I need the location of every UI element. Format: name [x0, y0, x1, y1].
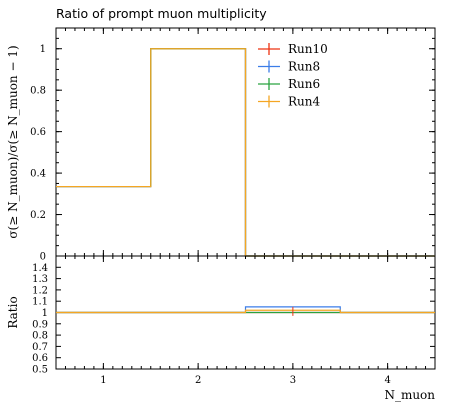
axis-labels: σ(≥ N_muon)/σ(≥ N_muon − 1) Ratio N_muon	[6, 45, 435, 402]
ratio-axis-label: Ratio	[6, 296, 20, 328]
ratio-y-tick-label: 1.3	[32, 274, 48, 285]
legend-label-run4: Run4	[288, 95, 320, 109]
ratio-y-tick-label: 1.4	[32, 263, 48, 274]
x-tick-label: 2	[195, 375, 201, 386]
x-tick-label: 3	[290, 375, 296, 386]
series-run4-line	[56, 48, 435, 257]
ratio-y-tick-label: 0.6	[32, 353, 48, 364]
y-tick-label: 0.6	[30, 127, 46, 138]
x-tick-label: 4	[384, 375, 390, 386]
ratio-run4-line	[56, 309, 435, 314]
ratio-y-tick-label: 0.9	[32, 319, 48, 330]
y-tick-label: 0	[40, 252, 46, 263]
ratio-y-tick-label: 1	[42, 308, 48, 319]
ratio-y-tick-label: 0.7	[32, 342, 48, 353]
main-panel: 0 0.2 0.4 0.6 0.8 1	[30, 27, 436, 263]
y-tick-label: 0.8	[30, 86, 46, 97]
y-tick-label: 0.2	[30, 210, 46, 221]
x-tick-label: 1	[100, 375, 106, 386]
chart-title: Ratio of prompt muon multiplicity	[56, 6, 267, 21]
ratio-y-tick-label: 0.8	[32, 331, 48, 342]
y-axis-label: σ(≥ N_muon)/σ(≥ N_muon − 1)	[6, 45, 20, 238]
y-tick-label: 0.4	[30, 169, 46, 180]
ratio-y-tick-label: 1.1	[32, 297, 48, 308]
legend-label-run6: Run6	[288, 77, 320, 91]
legend-label-run10: Run10	[288, 42, 328, 56]
legend: Run10 Run8 Run6 Run4	[258, 42, 328, 109]
legend-label-run8: Run8	[288, 60, 320, 74]
ratio-panel: 1 2 3 40.50.60.70.80.911.11.21.31.4	[32, 255, 436, 386]
x-axis-label: N_muon	[384, 388, 435, 402]
ratio-y-tick-label: 0.5	[32, 365, 48, 376]
ratio-y-tick-label: 1.2	[32, 285, 48, 296]
y-tick-label: 1	[40, 44, 46, 55]
